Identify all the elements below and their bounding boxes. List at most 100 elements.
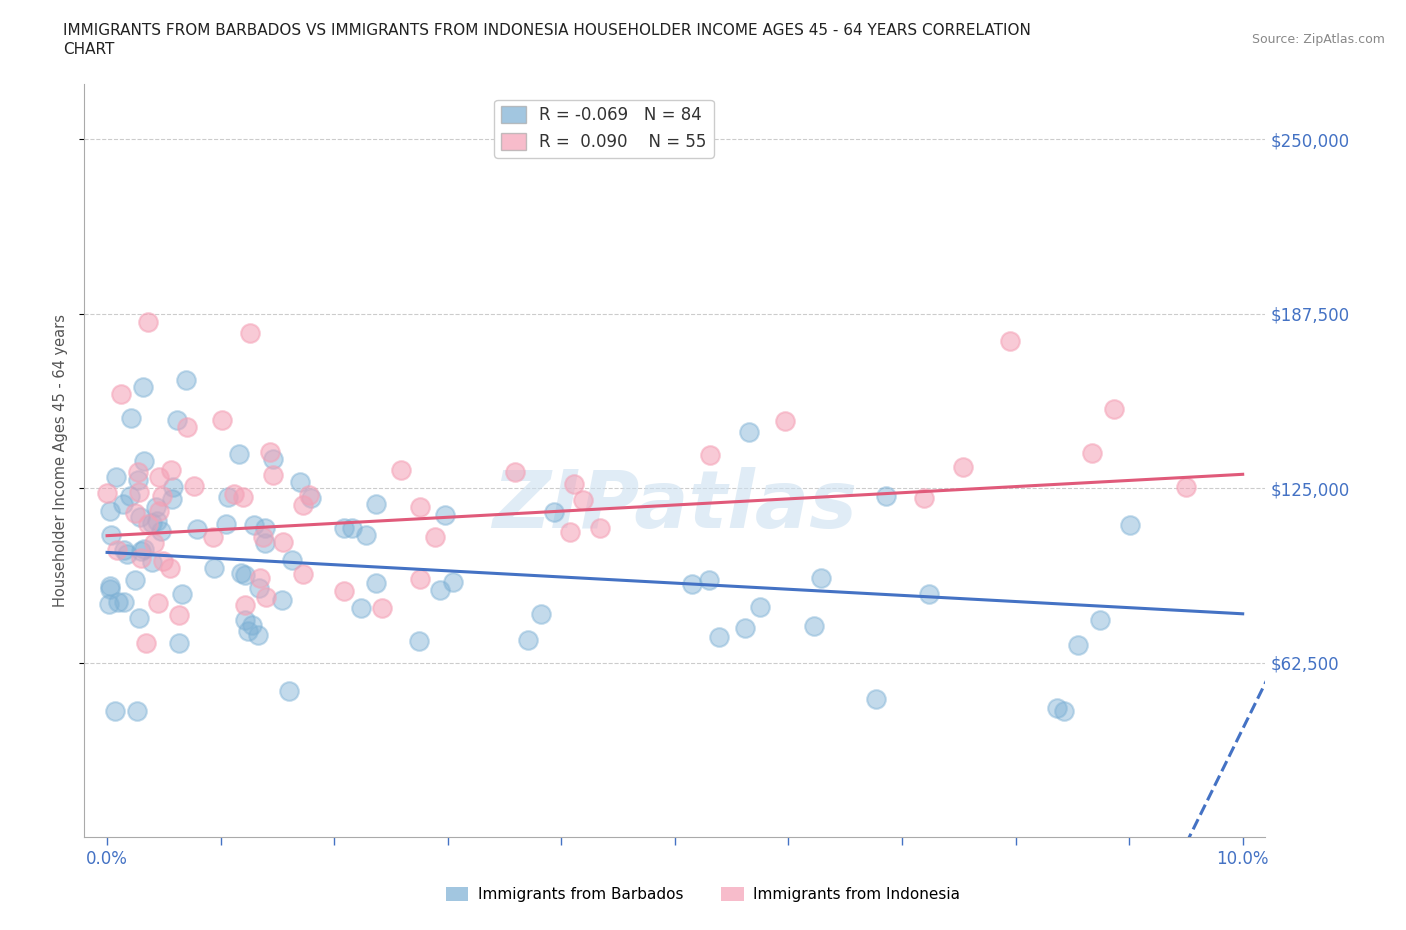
Point — [235, 613, 257, 628]
Point — [160, 462, 183, 477]
Point — [333, 583, 356, 598]
Point — [1046, 700, 1069, 715]
Point — [107, 594, 129, 609]
Point — [252, 529, 274, 544]
Point — [112, 542, 135, 557]
Point — [259, 445, 281, 459]
Point — [364, 576, 387, 591]
Point — [136, 314, 159, 329]
Point — [262, 451, 284, 466]
Point — [505, 465, 527, 480]
Point — [145, 500, 167, 515]
Point — [254, 590, 277, 604]
Point — [176, 373, 198, 388]
Point — [152, 553, 174, 568]
Point — [148, 470, 170, 485]
Point — [104, 470, 127, 485]
Point — [253, 521, 276, 536]
Point — [146, 595, 169, 610]
Point — [240, 618, 263, 632]
Point — [409, 571, 432, 586]
Point — [350, 600, 373, 615]
Point — [235, 598, 257, 613]
Text: Source: ZipAtlas.com: Source: ZipAtlas.com — [1251, 33, 1385, 46]
Point — [186, 521, 208, 536]
Point — [277, 684, 299, 698]
Point — [773, 414, 796, 429]
Point — [562, 476, 585, 491]
Point — [201, 530, 224, 545]
Point — [118, 489, 141, 504]
Point — [167, 635, 190, 650]
Point — [141, 555, 163, 570]
Point — [429, 582, 451, 597]
Point — [117, 546, 139, 561]
Point — [918, 587, 941, 602]
Point — [810, 570, 832, 585]
Point — [1090, 613, 1112, 628]
Point — [371, 601, 394, 616]
Point — [136, 517, 159, 532]
Point — [354, 528, 377, 543]
Point — [441, 575, 464, 590]
Point — [340, 521, 363, 536]
Point — [128, 510, 150, 525]
Point — [128, 485, 150, 499]
Point — [112, 594, 135, 609]
Point — [98, 581, 121, 596]
Point — [1118, 517, 1140, 532]
Point — [271, 534, 294, 549]
Point — [699, 573, 721, 588]
Point — [127, 704, 149, 719]
Point — [299, 490, 322, 505]
Point — [96, 486, 118, 501]
Point — [247, 628, 270, 643]
Point — [408, 633, 430, 648]
Point — [228, 446, 250, 461]
Point — [738, 425, 761, 440]
Point — [912, 490, 935, 505]
Point — [517, 632, 540, 647]
Point — [366, 497, 388, 512]
Point — [288, 474, 311, 489]
Point — [572, 492, 595, 507]
Point — [530, 606, 553, 621]
Point — [100, 503, 122, 518]
Point — [875, 488, 897, 503]
Point — [110, 386, 132, 401]
Point — [124, 506, 146, 521]
Point — [166, 413, 188, 428]
Point — [127, 472, 149, 487]
Point — [124, 573, 146, 588]
Point — [170, 587, 193, 602]
Point — [333, 521, 356, 536]
Point — [247, 580, 270, 595]
Legend: Immigrants from Barbados, Immigrants from Indonesia: Immigrants from Barbados, Immigrants fro… — [440, 881, 966, 909]
Point — [681, 577, 703, 591]
Point — [159, 561, 181, 576]
Point — [543, 504, 565, 519]
Point — [160, 491, 183, 506]
Point — [148, 504, 170, 519]
Point — [129, 551, 152, 565]
Point — [239, 326, 262, 340]
Point — [865, 692, 887, 707]
Point — [238, 624, 260, 639]
Point — [262, 467, 284, 482]
Point — [176, 419, 198, 434]
Point — [292, 566, 315, 581]
Text: CHART: CHART — [63, 42, 115, 57]
Point — [112, 497, 135, 512]
Point — [162, 479, 184, 494]
Point — [1066, 638, 1088, 653]
Point — [1053, 704, 1076, 719]
Point — [699, 447, 721, 462]
Point — [423, 529, 446, 544]
Y-axis label: Householder Income Ages 45 - 64 years: Householder Income Ages 45 - 64 years — [53, 313, 69, 607]
Point — [215, 517, 238, 532]
Point — [235, 568, 257, 583]
Point — [150, 489, 173, 504]
Point — [707, 630, 730, 644]
Point — [243, 517, 266, 532]
Point — [134, 635, 156, 650]
